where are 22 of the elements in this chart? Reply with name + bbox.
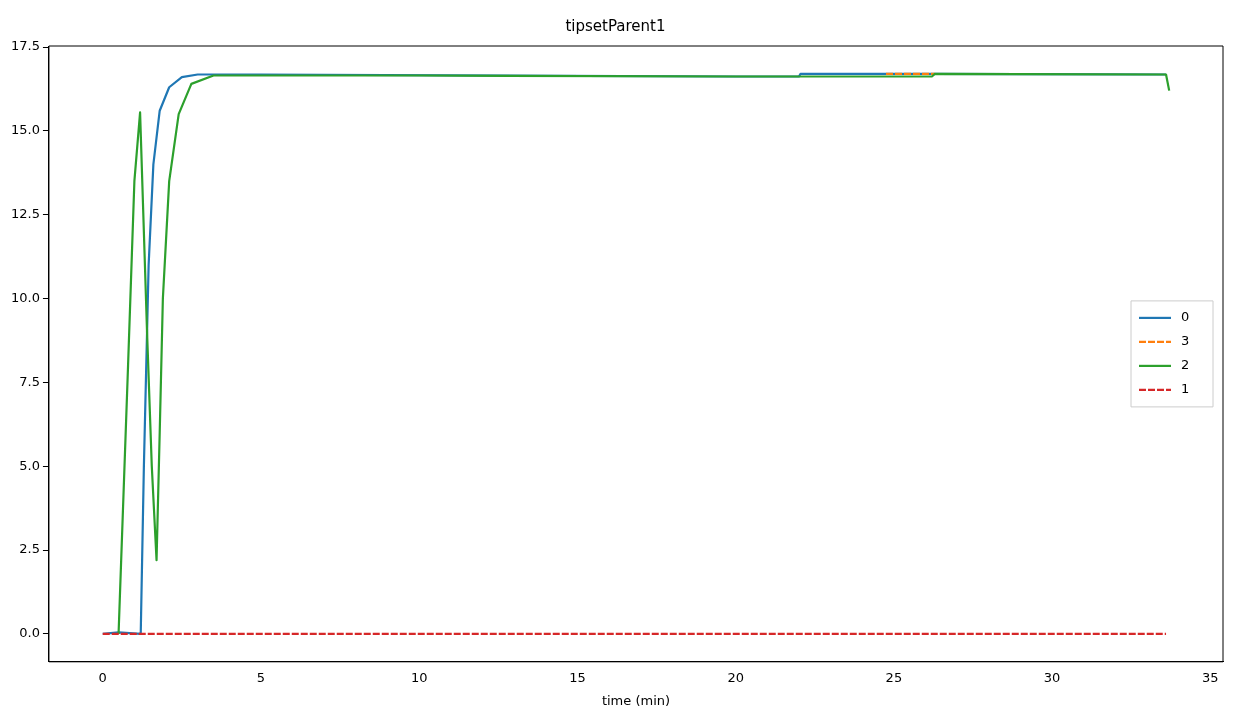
x-tick-label: 10 xyxy=(410,669,428,685)
x-tick-label: 0 xyxy=(98,669,107,685)
legend-label: 3 xyxy=(1181,333,1190,349)
y-tick-label: 12.5 xyxy=(10,206,40,222)
x-tick-label: 20 xyxy=(727,669,744,685)
y-tick-label: 0.0 xyxy=(19,625,40,641)
y-tick-label: 15.0 xyxy=(10,122,40,138)
x-tick-label: 5 xyxy=(256,669,266,685)
x-tick-label: 15 xyxy=(569,669,586,685)
y-tick-label: 2.5 xyxy=(19,541,40,557)
y-tick-label: 5.0 xyxy=(19,457,40,473)
legend-label: 1 xyxy=(1181,381,1190,397)
x-tick-label: 35 xyxy=(1202,669,1219,685)
chart-title: tipsetParent1 xyxy=(565,16,666,35)
x-axis-title: time (min) xyxy=(601,692,671,708)
x-tick-label: 30 xyxy=(1043,669,1061,685)
legend-label: 2 xyxy=(1181,357,1190,373)
y-tick-label: 10.0 xyxy=(10,289,40,305)
legend-label: 0 xyxy=(1181,309,1190,325)
y-tick-label: 17.5 xyxy=(10,38,40,54)
x-tick-label: 25 xyxy=(885,669,903,685)
y-tick-label: 7.5 xyxy=(19,373,40,389)
